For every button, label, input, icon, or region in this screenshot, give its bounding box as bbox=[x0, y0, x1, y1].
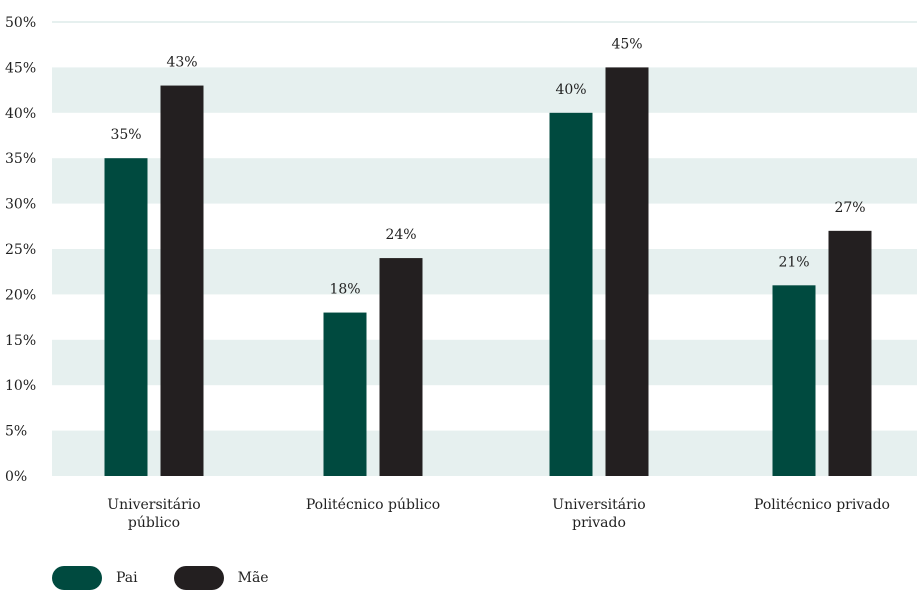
x-tick-label: Politécnico público bbox=[306, 497, 440, 513]
legend-label-pai: Pai bbox=[116, 570, 138, 586]
bar-mae-0 bbox=[160, 85, 204, 476]
legend-item-mae: Mãe bbox=[173, 566, 269, 590]
legend-label-mae: Mãe bbox=[237, 570, 269, 586]
bar-pai-1 bbox=[323, 312, 367, 476]
legend-item-pai: Pai bbox=[52, 566, 138, 590]
bars bbox=[104, 67, 872, 477]
data-label: 35% bbox=[110, 127, 141, 143]
legend-swatch-pai bbox=[52, 566, 102, 590]
y-tick-label: 25% bbox=[5, 242, 36, 258]
y-tick-label: 40% bbox=[5, 106, 36, 122]
bar-pai-3 bbox=[772, 285, 816, 476]
bar-mae-3 bbox=[828, 230, 872, 476]
y-tick-label: 10% bbox=[5, 378, 36, 394]
x-axis-labels: Universitário público Politécnico público U… bbox=[107, 497, 890, 531]
y-axis-ticks: 0% 5% 10% 15% 20% 25% 30% 35% 40% 45% 50% bbox=[5, 15, 36, 485]
y-tick-label: 0% bbox=[5, 469, 27, 485]
y-tick-label: 5% bbox=[5, 424, 27, 440]
data-label: 27% bbox=[834, 200, 865, 216]
data-label: 24% bbox=[385, 227, 416, 243]
bar-mae-1 bbox=[379, 258, 423, 476]
bar-chart: 0% 5% 10% 15% 20% 25% 30% 35% 40% 45% 50% 35% 18% 40… bbox=[5, 15, 917, 531]
data-label: 40% bbox=[555, 82, 586, 98]
bar-pai-2 bbox=[549, 112, 593, 477]
data-label: 18% bbox=[329, 282, 360, 298]
bar-pai-0 bbox=[104, 158, 148, 476]
data-labels: 35% 18% 40% 21% 43% 24% 45% 27% bbox=[110, 36, 865, 297]
data-label: 45% bbox=[611, 36, 642, 52]
y-tick-label: 15% bbox=[5, 333, 36, 349]
legend: Pai Mãe bbox=[52, 566, 305, 590]
y-tick-label: 30% bbox=[5, 197, 36, 213]
y-tick-label: 35% bbox=[5, 151, 36, 167]
bar-mae-2 bbox=[605, 67, 649, 477]
legend-swatch-mae bbox=[173, 566, 224, 590]
x-tick-label: Universitário privado bbox=[552, 497, 645, 531]
data-label: 43% bbox=[166, 55, 197, 71]
y-tick-label: 50% bbox=[5, 15, 36, 31]
data-label: 21% bbox=[778, 254, 809, 270]
x-tick-label: Politécnico privado bbox=[754, 497, 890, 513]
y-tick-label: 45% bbox=[5, 60, 36, 76]
y-tick-label: 20% bbox=[5, 287, 36, 303]
x-tick-label: Universitário público bbox=[107, 497, 200, 531]
